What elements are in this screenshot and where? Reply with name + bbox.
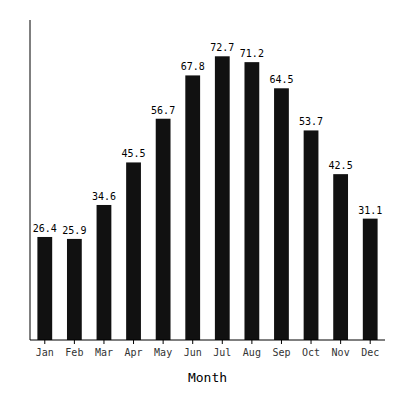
x-tick-label: Jul <box>213 347 231 358</box>
bar <box>67 239 82 340</box>
x-tick <box>192 340 193 344</box>
bar <box>185 75 200 340</box>
bar <box>126 162 141 340</box>
x-tick <box>163 340 164 344</box>
x-tick <box>340 340 341 344</box>
data-label: 56.7 <box>151 105 175 116</box>
data-label: 31.1 <box>358 205 382 216</box>
x-tick-label: Jun <box>184 347 202 358</box>
data-label: 34.6 <box>92 191 116 202</box>
bar <box>333 174 348 340</box>
data-label: 26.4 <box>33 223 57 234</box>
x-tick <box>281 340 282 344</box>
x-tick <box>370 340 371 344</box>
x-tick <box>74 340 75 344</box>
x-tick-label: Apr <box>125 347 143 358</box>
x-tick-label: Feb <box>65 347 83 358</box>
data-label: 64.5 <box>269 74 293 85</box>
x-tick-label: May <box>154 347 172 358</box>
x-tick <box>251 340 252 344</box>
data-label: 67.8 <box>181 61 205 72</box>
x-axis-label: Month <box>188 370 227 385</box>
x-tick-label: Aug <box>243 347 261 358</box>
bar <box>215 56 230 340</box>
x-tick <box>44 340 45 344</box>
data-label: 53.7 <box>299 116 323 127</box>
bar <box>274 88 289 340</box>
bar <box>244 62 259 340</box>
data-label: 42.5 <box>329 160 353 171</box>
chart-container: 26.4 25.9 34.6 45.5 56.7 67.8 72.7 71.2 64.5 53.7… <box>0 0 400 400</box>
bar <box>363 219 378 340</box>
bar <box>37 237 52 340</box>
bars <box>37 56 377 340</box>
x-tick <box>222 340 223 344</box>
data-label: 72.7 <box>210 42 234 53</box>
y-axis-line <box>30 20 31 340</box>
bar <box>97 205 112 340</box>
x-tick-label: Mar <box>95 347 113 358</box>
x-axis-line <box>30 340 385 341</box>
data-label: 45.5 <box>121 148 145 159</box>
data-label: 25.9 <box>62 225 86 236</box>
chart-svg: 26.4 25.9 34.6 45.5 56.7 67.8 72.7 71.2 64.5 53.7… <box>0 0 400 400</box>
x-tick <box>103 340 104 344</box>
x-tick-label: Nov <box>332 347 350 358</box>
data-label: 71.2 <box>240 48 264 59</box>
bar <box>304 130 319 340</box>
x-tick-label: Jan <box>36 347 54 358</box>
x-tick-label: Oct <box>302 347 320 358</box>
x-tick-label: Sep <box>272 347 290 358</box>
x-tick <box>133 340 134 344</box>
x-tick <box>311 340 312 344</box>
bar <box>156 119 171 340</box>
x-tick-label: Dec <box>361 347 379 358</box>
